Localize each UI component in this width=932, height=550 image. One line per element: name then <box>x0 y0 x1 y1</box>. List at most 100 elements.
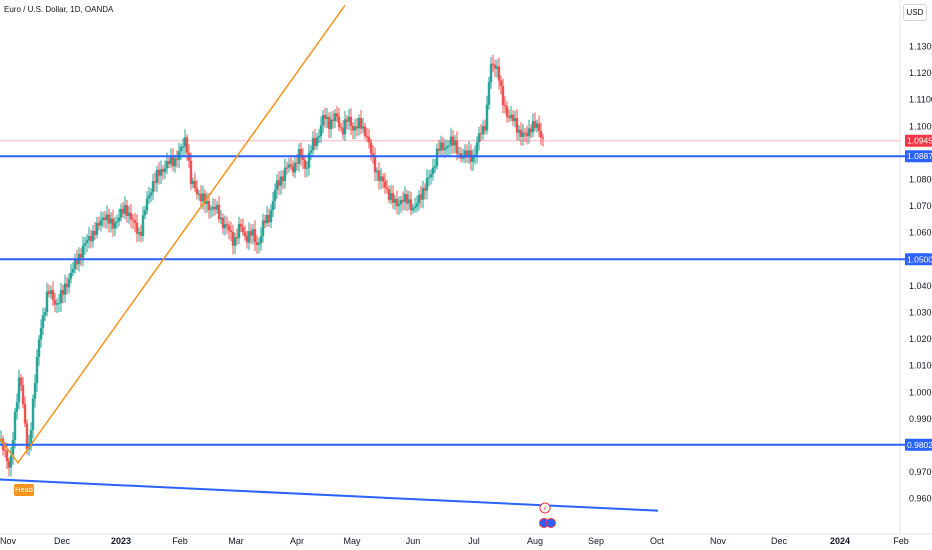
candle <box>337 107 341 132</box>
candle-body <box>5 450 9 462</box>
candle <box>335 105 339 123</box>
candle <box>17 369 21 409</box>
candle-body <box>163 168 167 173</box>
candle-body <box>453 140 457 146</box>
candle-body <box>95 222 99 235</box>
candle <box>49 285 53 299</box>
candle-body <box>301 157 305 161</box>
candle <box>521 123 525 146</box>
candle-body <box>353 126 357 131</box>
candle <box>343 110 347 141</box>
candle <box>531 113 535 137</box>
candle <box>355 117 359 137</box>
x-tick-label: Nov <box>710 536 727 546</box>
candle <box>97 216 101 230</box>
candle-body <box>43 312 47 316</box>
candle-body <box>343 119 347 135</box>
candle <box>101 211 105 228</box>
candle <box>21 376 25 409</box>
candle-body <box>291 166 295 173</box>
us-flag-icon[interactable] <box>546 518 556 528</box>
candle-body <box>81 245 85 258</box>
y-tick-label: 1.06000 <box>909 228 932 238</box>
candle-body <box>515 118 519 133</box>
candle-body <box>407 199 411 204</box>
y-tick-label: 1.11000 <box>909 95 932 105</box>
candle-body <box>103 217 107 221</box>
x-tick-label: Feb <box>172 536 188 546</box>
candle <box>463 144 467 164</box>
candle <box>105 205 109 229</box>
candle-body <box>143 210 147 216</box>
candle <box>73 253 77 274</box>
candle <box>151 173 155 201</box>
candle-body <box>201 193 205 202</box>
candle <box>397 196 401 216</box>
candle <box>99 211 103 232</box>
candle <box>527 119 531 144</box>
candle-body <box>33 382 37 399</box>
y-tick-label: 1.01000 <box>909 361 932 371</box>
candle-body <box>55 303 59 305</box>
candle <box>311 130 315 156</box>
candle-body <box>399 199 403 205</box>
candle-body <box>231 231 235 246</box>
candle <box>29 422 33 452</box>
candle <box>217 196 221 223</box>
candle-body <box>293 162 297 173</box>
candle <box>421 180 425 209</box>
candle-body <box>429 174 433 178</box>
candle-body <box>105 214 109 221</box>
candle-body <box>483 126 487 131</box>
candle-body <box>517 129 521 133</box>
event-markers[interactable]: ⚡ <box>539 502 556 528</box>
candle-body <box>229 230 233 232</box>
candle <box>65 276 69 295</box>
y-tick-label: 1.02000 <box>909 334 932 344</box>
candle <box>499 75 503 95</box>
candle <box>279 170 283 195</box>
candle <box>401 191 405 211</box>
candle <box>121 202 125 218</box>
candle <box>357 114 361 136</box>
candle-body <box>3 450 7 452</box>
candle <box>413 197 417 213</box>
candle <box>333 108 337 129</box>
x-tick-label: Dec <box>54 536 71 546</box>
candle <box>133 213 137 232</box>
candle-body <box>191 180 195 184</box>
candle <box>263 214 267 229</box>
candle <box>299 142 303 166</box>
candle <box>283 158 287 189</box>
candle-body <box>363 126 367 136</box>
candle-body <box>225 224 229 226</box>
y-tick-label: 0.96000 <box>909 494 932 504</box>
currency-button[interactable]: USD <box>903 4 927 21</box>
candle-body <box>49 290 53 294</box>
candle <box>377 162 381 190</box>
candle-body <box>477 133 481 143</box>
candle-body <box>309 150 313 153</box>
horizontal-levels[interactable] <box>0 140 905 446</box>
candle-body <box>433 165 437 168</box>
candle-body <box>161 169 165 173</box>
orange-rising-trendline[interactable] <box>0 4 346 465</box>
price-axis[interactable]: 1.13000 1.12000 1.11000 1.10000 1.08000 1.070… <box>905 42 932 504</box>
lightning-icon[interactable] <box>539 502 551 514</box>
candle <box>229 221 233 242</box>
candle <box>63 274 67 303</box>
candle <box>41 307 45 336</box>
candle-body <box>437 148 441 151</box>
candle <box>433 158 437 173</box>
candle-body <box>299 148 303 158</box>
candle-body <box>323 114 327 119</box>
candle <box>427 169 431 187</box>
candle-body <box>195 188 199 195</box>
candle <box>529 124 533 139</box>
lightning-icon-glyph: ⚡ <box>543 505 548 513</box>
candle-body <box>387 189 391 200</box>
time-axis[interactable]: Nov Dec 2023 Feb Mar Apr May Jun Jul Aug Sep Oct Nov… <box>0 536 909 546</box>
candle-body <box>447 145 451 147</box>
candle <box>145 191 149 215</box>
